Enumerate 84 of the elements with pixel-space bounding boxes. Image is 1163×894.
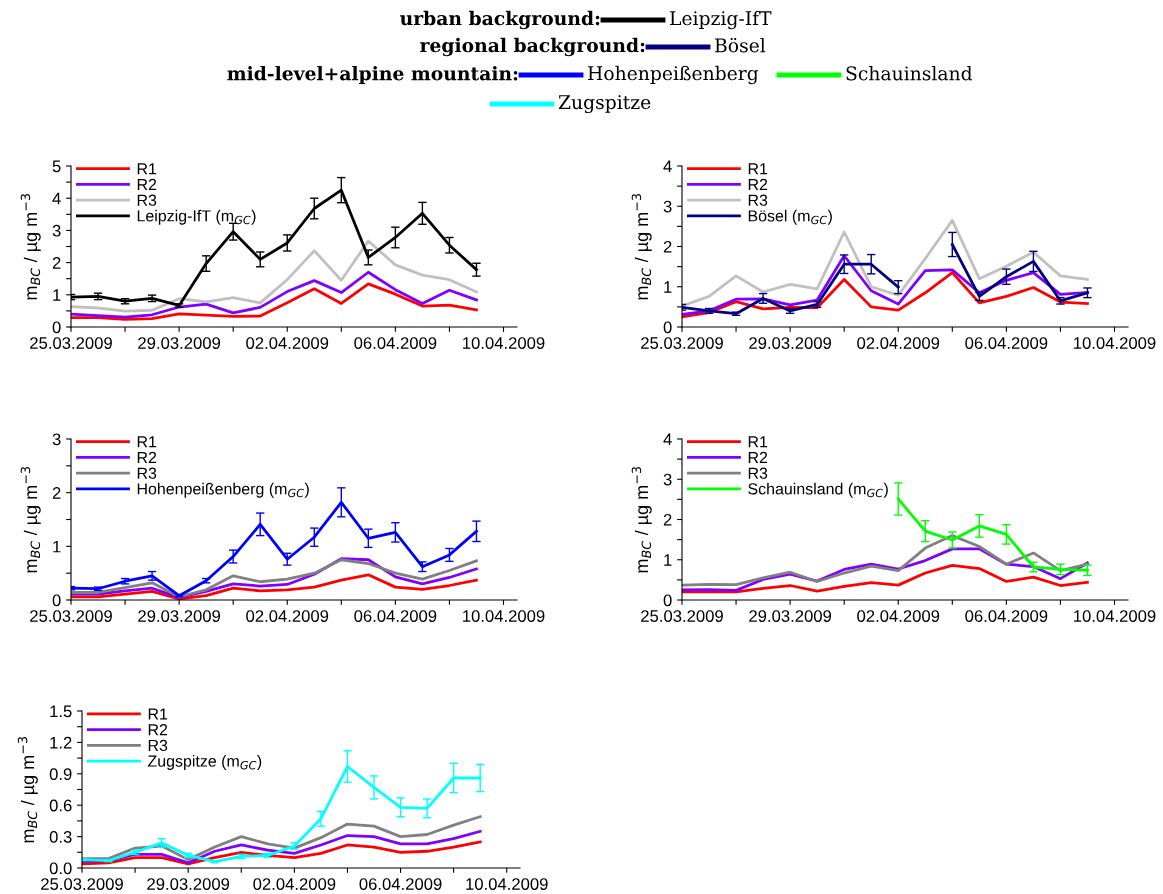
y-tick-label: 0 (52, 594, 61, 607)
legend-label: R3 (748, 194, 768, 206)
x-tick-label: 06.04.2009 (354, 610, 437, 622)
y-tick-label: 1.5 (50, 705, 72, 718)
y-tick-label: 2 (52, 487, 61, 499)
legend-label: R2 (137, 451, 157, 463)
y-tick-label: 4 (663, 433, 672, 446)
text: urban background: (400, 10, 600, 30)
x-tick-label: 29.03.2009 (749, 610, 832, 622)
y-axis-title: m$_{BC}$ / µg m$^{−3}$ (20, 194, 41, 300)
legend-label: Leipzig-IfT (m$_{GC}$) (137, 209, 256, 225)
category-label: Hohenpeißenberg (588, 65, 759, 85)
legend-label: R1 (137, 436, 157, 448)
y-tick-label: 1.2 (50, 736, 72, 749)
category-label: Leipzig-IfT (670, 10, 772, 30)
x-tick-label: 25.03.2009 (641, 610, 723, 622)
y-tick-label: 4 (663, 160, 672, 173)
x-tick-label: 29.03.2009 (138, 337, 221, 349)
x-tick-label: 02.04.2009 (253, 878, 336, 890)
y-axis-title: m$_{BC}$ / µg m$^{−3}$ (631, 194, 652, 300)
legend-label: R1 (748, 163, 768, 175)
x-tick-label: 25.03.2009 (30, 610, 112, 622)
legend-label: Bösel (m$_{GC}$) (748, 209, 832, 225)
y-tick-label: 0 (663, 321, 672, 334)
category-label: Bösel (715, 37, 766, 53)
legend-label: R2 (137, 178, 157, 190)
y-tick-label: 0.3 (49, 831, 72, 843)
y-tick-label: 4 (52, 192, 61, 205)
y-axis-title: m$_{BC}$ / µg m$^{−3}$ (20, 467, 41, 573)
x-tick-label: 29.03.2009 (749, 337, 832, 349)
y-tick-label: 1 (53, 540, 61, 553)
legend-label: R1 (748, 436, 768, 448)
x-tick-label: 02.04.2009 (857, 337, 940, 349)
x-tick-label: 06.04.2009 (354, 337, 437, 349)
legend-label: Schauinsland (m$_{GC}$) (748, 482, 888, 498)
legend-label: R2 (148, 724, 168, 736)
y-tick-label: 3 (663, 473, 672, 486)
y-tick-label: 3 (663, 200, 672, 213)
category-label: Zugspitze (558, 95, 651, 114)
x-tick-label: 29.03.2009 (147, 878, 230, 890)
x-tick-label: 10.04.2009 (1074, 337, 1156, 349)
x-tick-label: 02.04.2009 (246, 337, 329, 349)
y-tick-label: 1 (664, 554, 672, 566)
y-tick-label: 1 (53, 289, 61, 301)
legend-label: Zugspitze (m$_{GC}$) (147, 755, 262, 770)
category-label: Schauinsland (846, 65, 973, 81)
x-tick-label: 25.03.2009 (641, 337, 723, 349)
y-tick-label: 2 (663, 513, 672, 526)
text: regional background: (420, 37, 645, 57)
x-tick-label: 25.03.2009 (30, 337, 112, 349)
y-tick-label: 0.6 (49, 799, 72, 812)
x-tick-label: 02.04.2009 (246, 610, 329, 622)
y-axis-title: m$_{BC}$ / µg m$^{−3}$ (631, 467, 652, 573)
legend-label: R3 (137, 194, 157, 206)
y-tick-label: 3 (52, 224, 61, 237)
x-tick-label: 29.03.2009 (138, 610, 221, 622)
legend-label: R2 (748, 178, 768, 190)
x-tick-label: 02.04.2009 (857, 610, 940, 622)
y-tick-label: 5 (52, 160, 61, 173)
x-tick-label: 10.04.2009 (1074, 610, 1156, 622)
y-tick-label: 3 (52, 433, 61, 446)
legend-label: R1 (137, 163, 157, 175)
y-tick-label: 1 (664, 281, 672, 293)
legend-label: R3 (148, 739, 168, 752)
legend-label: R3 (137, 467, 157, 479)
legend-label: Hohenpeißenberg (m$_{GC}$) (137, 482, 309, 498)
y-axis-title: m$_{BC}$ / µg m$^{−3}$ (17, 737, 38, 843)
y-tick-label: 2 (52, 257, 61, 269)
y-tick-label: 2 (663, 240, 672, 253)
y-tick-label: 0.9 (49, 768, 72, 780)
x-tick-label: 25.03.2009 (41, 878, 123, 890)
y-tick-label: 0.0 (49, 862, 72, 875)
legend-label: R2 (748, 451, 768, 463)
x-tick-label: 06.04.2009 (965, 610, 1048, 622)
y-tick-label: 0 (663, 594, 672, 607)
y-tick-label: 0 (52, 321, 61, 334)
x-tick-label: 10.04.2009 (463, 610, 545, 622)
legend-label: R1 (148, 708, 168, 720)
text: mid-level+alpine mountain: (227, 65, 518, 85)
x-tick-label: 06.04.2009 (965, 337, 1048, 349)
x-tick-label: 10.04.2009 (463, 337, 545, 349)
x-tick-label: 10.04.2009 (466, 878, 548, 890)
x-tick-label: 06.04.2009 (359, 878, 442, 890)
legend-label: R3 (748, 467, 768, 479)
